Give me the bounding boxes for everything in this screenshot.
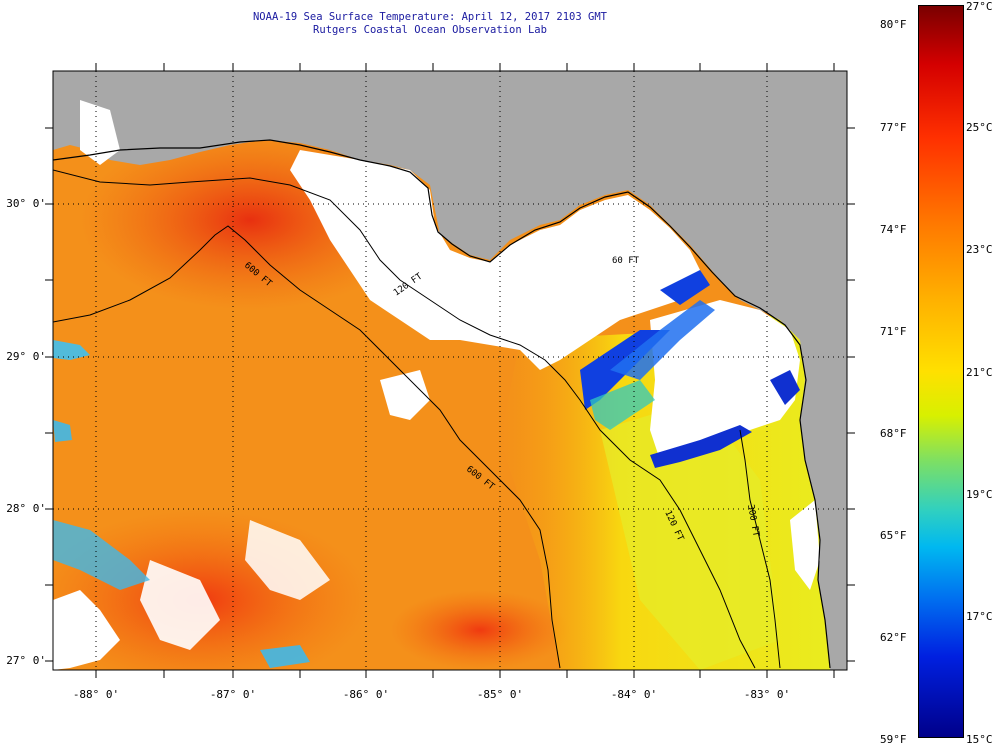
colorbar-c-label: 15°C	[966, 733, 993, 746]
cloud-cover	[650, 300, 800, 460]
lon-label: -88° 0'	[72, 688, 120, 701]
colorbar-f-label: 80°F	[880, 18, 907, 31]
cold-water	[610, 300, 715, 380]
colorbar-c-label: 17°C	[966, 610, 993, 623]
land-mass	[53, 71, 847, 540]
colorbar-c-label: 21°C	[966, 366, 993, 379]
lon-label: -87° 0'	[209, 688, 257, 701]
cloud-cover	[53, 590, 120, 670]
land-mass	[818, 540, 847, 670]
map-subtitle: Rutgers Coastal Ocean Observation Lab	[313, 24, 547, 36]
yellow-water	[600, 400, 780, 670]
contour-600ft	[53, 225, 561, 669]
colorbar-f-label: 68°F	[880, 427, 907, 440]
lon-label: -84° 0'	[610, 688, 658, 701]
cool-water	[53, 420, 72, 442]
cloud-cover	[380, 370, 430, 420]
cloud-cover	[245, 520, 330, 600]
colorbar-c-label: 27°C	[966, 0, 993, 13]
colorbar-f-label: 71°F	[880, 325, 907, 338]
lon-label: -86° 0'	[342, 688, 390, 701]
lon-label: -85° 0'	[476, 688, 524, 701]
lat-label: 29° 0'	[6, 350, 46, 363]
colorbar-c-label: 19°C	[966, 488, 993, 501]
lat-label: 27° 0'	[6, 654, 46, 667]
colorbar-f-label: 74°F	[880, 223, 907, 236]
colorbar-f-label: 59°F	[880, 733, 907, 746]
colorbar-c-label: 23°C	[966, 243, 993, 256]
warm-patch	[390, 590, 570, 670]
colorbar-c-label: 25°C	[966, 121, 993, 134]
colorbar-f-label: 62°F	[880, 631, 907, 644]
colorbar-f-label: 65°F	[880, 529, 907, 542]
cloud-cover	[790, 500, 820, 590]
colorbar-f-label: 77°F	[880, 121, 907, 134]
contour-300ft	[739, 429, 781, 669]
cool-water	[260, 645, 310, 668]
axis-ticks	[45, 63, 855, 678]
cold-water	[660, 270, 710, 305]
cool-water	[53, 340, 90, 360]
contour-120ft	[53, 169, 756, 669]
map-title: NOAA-19 Sea Surface Temperature: April 1…	[252, 11, 607, 23]
lat-label: 28° 0'	[6, 502, 46, 515]
lat-label: 30° 0'	[6, 197, 46, 210]
temperature-colorbar	[918, 5, 964, 738]
cool-water	[590, 380, 655, 430]
cool-water	[53, 520, 150, 590]
cloud-cover	[80, 100, 120, 165]
cloud-cover	[290, 150, 700, 370]
cold-water	[770, 370, 800, 405]
lon-label: -83° 0'	[743, 688, 791, 701]
map-frame	[52, 70, 848, 671]
cloud-cover	[140, 560, 220, 650]
coastline	[53, 139, 831, 669]
contour-label-60: 60 FT	[612, 256, 640, 266]
cold-water	[650, 425, 752, 468]
